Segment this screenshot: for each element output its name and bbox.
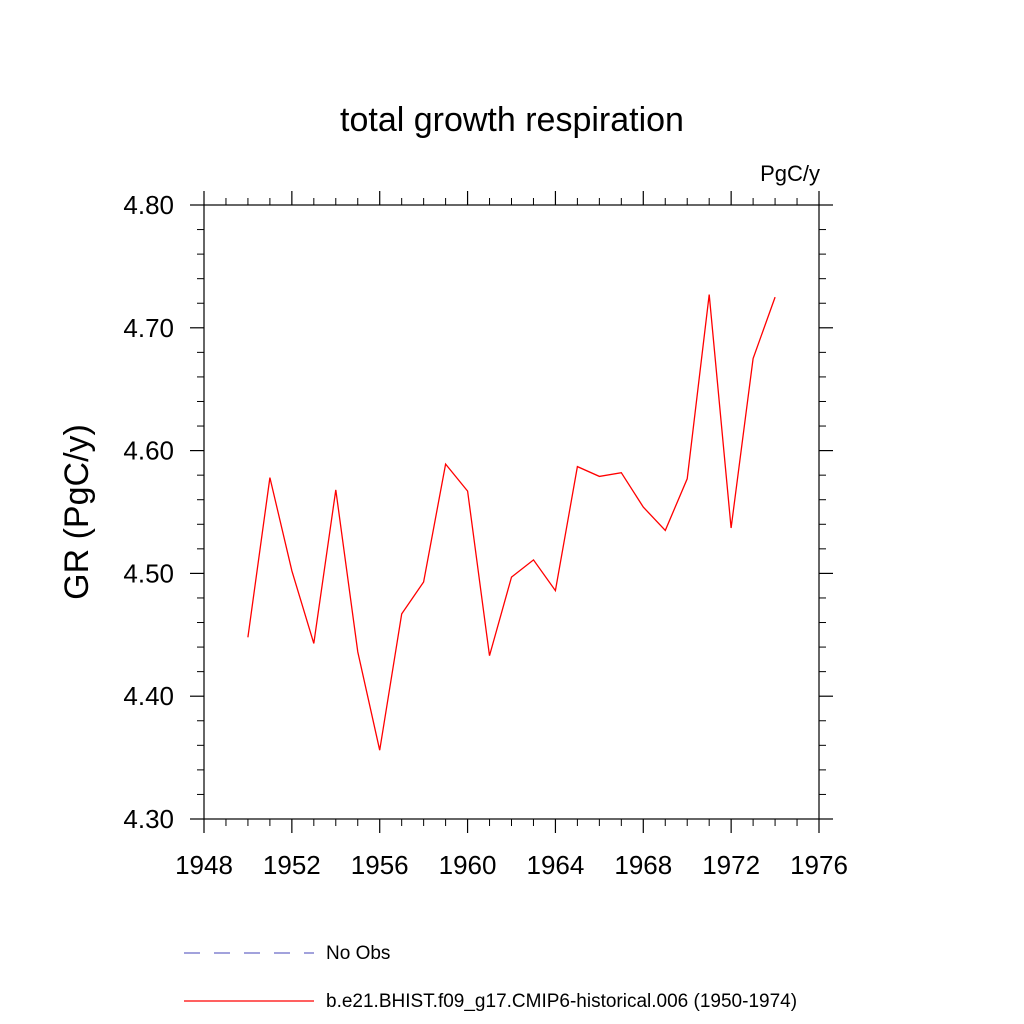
y-tick-label: 4.70 xyxy=(123,313,174,343)
x-tick-label: 1960 xyxy=(439,850,497,880)
series-line-0 xyxy=(247,294,776,751)
y-tick-label: 4.50 xyxy=(123,558,174,588)
x-tick-label: 1964 xyxy=(527,850,585,880)
plot-frame xyxy=(203,204,820,820)
x-tick-label: 1972 xyxy=(702,850,760,880)
units-label: PgC/y xyxy=(760,161,820,186)
y-tick-label: 4.60 xyxy=(123,436,174,466)
y-axis-label: GR (PgC/y) xyxy=(58,424,96,600)
x-tick-label: 1956 xyxy=(351,850,409,880)
y-tick-label: 4.40 xyxy=(123,681,174,711)
series-layer xyxy=(247,294,776,751)
x-tick-label: 1976 xyxy=(790,850,848,880)
axis-ticks xyxy=(190,191,833,833)
legend-label-historical: b.e21.BHIST.f09_g17.CMIP6-historical.006… xyxy=(326,991,797,1012)
y-tick-label: 4.30 xyxy=(123,804,174,834)
legend: No Obs b.e21.BHIST.f09_g17.CMIP6-histori… xyxy=(184,943,797,1012)
chart-title: total growth respiration xyxy=(340,101,684,139)
y-tick-label: 4.80 xyxy=(123,190,174,220)
x-tick-label: 1968 xyxy=(614,850,672,880)
x-tick-label: 1952 xyxy=(263,850,321,880)
legend-label-no-obs: No Obs xyxy=(326,943,390,964)
tick-labels: 1948 1952 1956 1960 1964 1968 1972 1976 4.30 4.40… xyxy=(123,190,848,880)
x-tick-label: 1948 xyxy=(175,850,233,880)
